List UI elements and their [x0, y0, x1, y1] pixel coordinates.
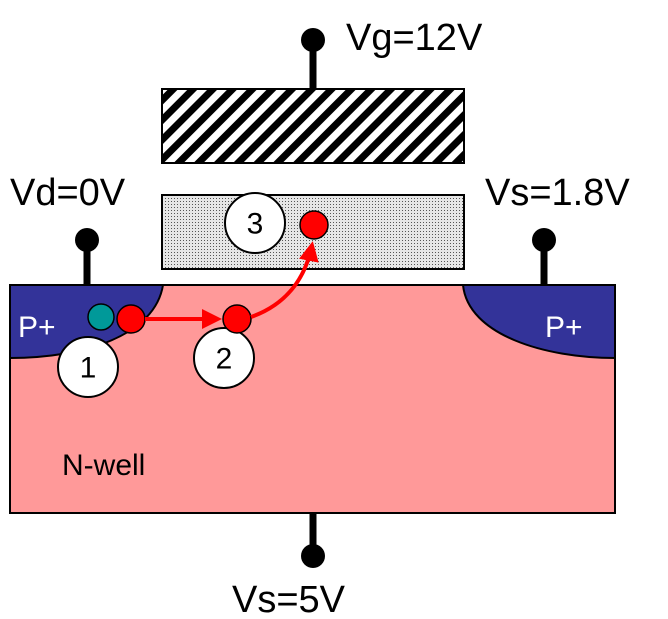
substrate-terminal-dot: [301, 544, 325, 568]
step-marker-1-label: 1: [80, 352, 97, 385]
electron-particle-1: [116, 304, 146, 334]
electron-injection-arrow: [250, 241, 319, 319]
n-well-label: N-well: [62, 449, 145, 482]
electron-particle-2: [222, 304, 252, 334]
p-plus-drain-label: P+: [18, 311, 56, 344]
step-marker-2: [193, 327, 255, 389]
step-marker-3: [224, 192, 286, 254]
step-marker-3-label: 3: [247, 208, 264, 241]
step-marker-2-label: 2: [216, 343, 233, 376]
p-plus-drain-region: [9, 284, 165, 360]
source-terminal-dot: [532, 228, 556, 252]
p-plus-source-region: [461, 284, 616, 360]
drain-terminal-dot: [75, 228, 99, 252]
electron-particle-3: [299, 210, 329, 240]
control-gate: [161, 88, 465, 164]
drain-voltage-label: Vd=0V: [10, 172, 126, 214]
p-plus-source-label: P+: [545, 311, 583, 344]
source-voltage-label: Vs=1.8V: [485, 172, 630, 214]
hole-particle: [87, 303, 115, 331]
gate-terminal-dot: [301, 28, 325, 52]
gate-voltage-label: Vg=12V: [346, 17, 483, 59]
substrate-voltage-label: Vs=5V: [232, 579, 346, 619]
step-marker-1: [57, 336, 119, 398]
